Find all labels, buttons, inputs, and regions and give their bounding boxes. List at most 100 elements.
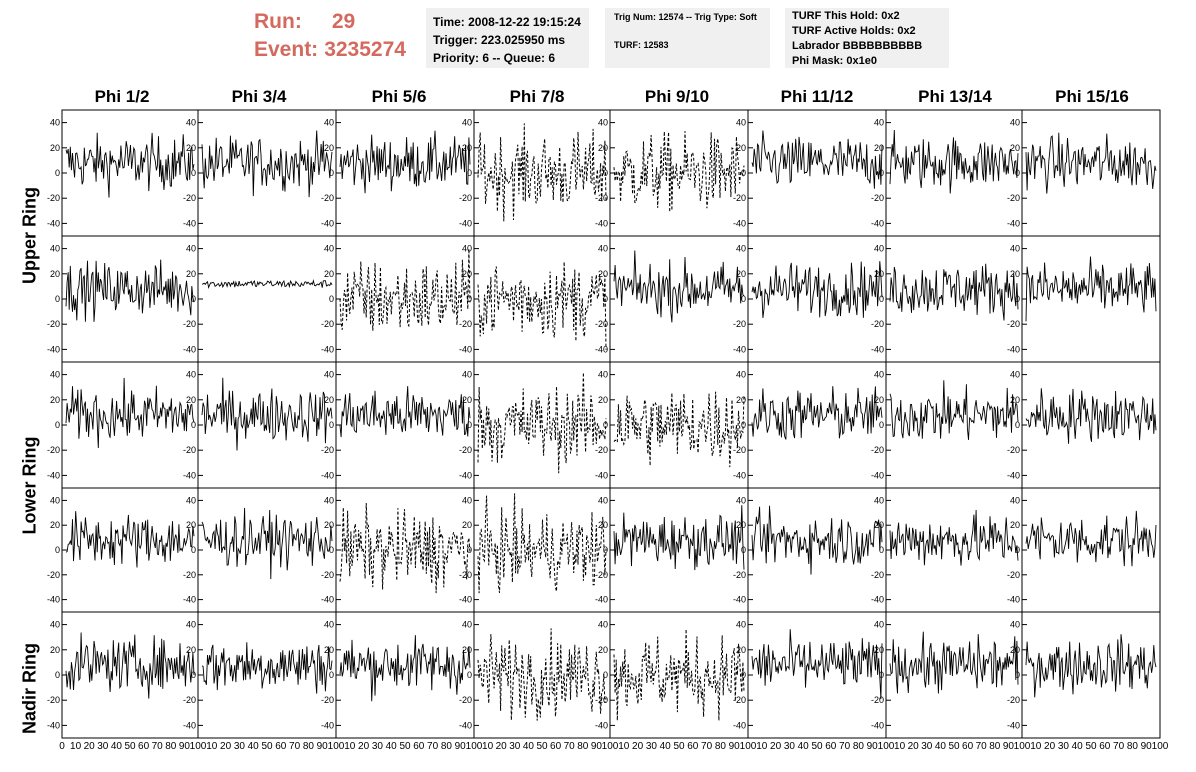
y-tick-label: -20 — [459, 445, 472, 455]
x-tick-label: 20 — [220, 741, 232, 752]
y-tick-label: -20 — [47, 193, 60, 203]
panel-frame — [609, 109, 749, 237]
y-tick-label: -20 — [595, 695, 608, 705]
y-tick-label: 20 — [462, 520, 472, 530]
run-number: 29 — [331, 10, 356, 33]
waveform-trace — [477, 372, 607, 474]
y-tick-label: 0 — [1015, 670, 1020, 680]
x-tick-label: 10 — [70, 741, 82, 752]
waveform-panel-r1-c1: 40 20 0 -20 -40 — [183, 235, 337, 363]
waveform-trace — [339, 248, 471, 331]
waveform-trace — [889, 380, 1019, 440]
y-tick-label: -40 — [183, 344, 196, 354]
column-header-phi-9-10: Phi 9/10 — [644, 87, 710, 106]
x-tick-label: 40 — [248, 741, 260, 752]
x-tick-label: 30 — [921, 741, 933, 752]
y-tick-label: 40 — [736, 118, 746, 128]
y-tick-label: -40 — [595, 344, 608, 354]
panel-frame — [1021, 235, 1161, 363]
y-tick-label: -40 — [595, 595, 608, 605]
y-tick-label: -40 — [459, 344, 472, 354]
waveform-trace — [751, 505, 883, 575]
y-tick-label: 20 — [874, 143, 884, 153]
y-tick-label: 20 — [874, 269, 884, 279]
x-tick-label: 70 — [564, 741, 576, 752]
x-tick-label: 10 — [344, 741, 356, 752]
y-tick-label: -20 — [733, 319, 746, 329]
y-tick-label: 0 — [741, 294, 746, 304]
y-tick-label: -40 — [47, 595, 60, 605]
waveform-panel-r3-c3: 40 20 0 -20 -40 — [459, 487, 611, 613]
y-tick-label: -40 — [733, 218, 746, 228]
waveform-trace — [65, 511, 195, 568]
y-tick-label: 20 — [736, 143, 746, 153]
waveform-trace — [477, 493, 607, 594]
waveform-panel-r0-c7: 40 20 0 -20 -40 — [1007, 109, 1161, 237]
y-tick-label: 0 — [329, 294, 334, 304]
x-tick-label: 30 — [1058, 741, 1070, 752]
x-tick-label: 100 — [328, 741, 345, 752]
x-tick-label: 90 — [591, 741, 603, 752]
waveform-panel-r3-c4: 40 20 0 -20 -40 — [595, 487, 749, 613]
waveform-trace — [613, 131, 745, 213]
y-tick-label: 40 — [462, 244, 472, 254]
y-tick-label: 0 — [467, 670, 472, 680]
y-tick-label: -20 — [595, 570, 608, 580]
y-tick-label: 20 — [874, 520, 884, 530]
turf-num-text: TURF: 12583 — [614, 40, 669, 50]
x-tick-label: 90 — [317, 741, 329, 752]
y-tick-label: -20 — [47, 319, 60, 329]
x-tick-label: 100 — [740, 741, 757, 752]
waveform-trace — [477, 261, 607, 350]
waveform-trace — [339, 130, 471, 194]
trig-num-text: Trig Num: 12574 -- Trig Type: Soft — [614, 12, 757, 22]
x-tick-label: 50 — [673, 741, 685, 752]
x-tick-label: 90 — [867, 741, 879, 752]
x-tick-label: 30 — [234, 741, 246, 752]
waveform-panel-r0-c3: 40 20 0 -20 -40 — [459, 109, 611, 237]
column-header-phi-7-8: Phi 7/8 — [509, 87, 565, 106]
x-tick-label: 30 — [509, 741, 521, 752]
y-tick-label: -40 — [871, 218, 884, 228]
y-tick-label: -40 — [321, 470, 334, 480]
y-tick-label: 20 — [736, 395, 746, 405]
y-tick-label: -40 — [1007, 470, 1020, 480]
waveform-panel-r4-c3: 40 20 0 -20 -40 — [459, 611, 611, 739]
x-tick-label: 40 — [935, 741, 947, 752]
x-tick-label: 40 — [798, 741, 810, 752]
y-tick-label: -20 — [733, 193, 746, 203]
y-tick-label: -40 — [871, 470, 884, 480]
x-tick-label: 20 — [496, 741, 508, 752]
waveform-trace — [751, 261, 883, 318]
y-tick-label: 20 — [50, 520, 60, 530]
waveform-panel-r0-c1: 40 20 0 -20 -40 — [183, 109, 337, 237]
x-tick-label: 100 — [1014, 741, 1031, 752]
x-tick-label: 70 — [701, 741, 713, 752]
y-tick-label: 20 — [1010, 269, 1020, 279]
y-tick-label: -20 — [1007, 570, 1020, 580]
y-tick-label: 40 — [1010, 118, 1020, 128]
x-tick-label: 40 — [386, 741, 398, 752]
x-tick-label: 60 — [138, 741, 150, 752]
y-tick-label: -20 — [459, 193, 472, 203]
waveform-trace — [751, 386, 883, 440]
y-tick-label: -20 — [871, 570, 884, 580]
y-tick-label: 0 — [55, 168, 60, 178]
y-tick-label: 40 — [462, 370, 472, 380]
y-tick-label: -40 — [871, 344, 884, 354]
y-tick-label: 20 — [186, 645, 196, 655]
x-tick-label: 60 — [275, 741, 287, 752]
x-tick-label: 50 — [536, 741, 548, 752]
y-tick-label: 40 — [736, 495, 746, 505]
waveform-trace — [65, 259, 195, 322]
turf-info-box: TURF This Hold: 0x2 TURF Active Holds: 0… — [785, 8, 949, 68]
column-header-phi-11-12: Phi 11/12 — [780, 87, 854, 106]
y-tick-label: 20 — [186, 143, 196, 153]
waveform-panel-r2-c4: 40 20 0 -20 -40 — [595, 361, 749, 489]
x-tick-label: 80 — [441, 741, 453, 752]
y-tick-label: -40 — [321, 720, 334, 730]
x-tick-label: 40 — [523, 741, 535, 752]
y-tick-label: 40 — [1010, 370, 1020, 380]
y-tick-label: 40 — [1010, 495, 1020, 505]
